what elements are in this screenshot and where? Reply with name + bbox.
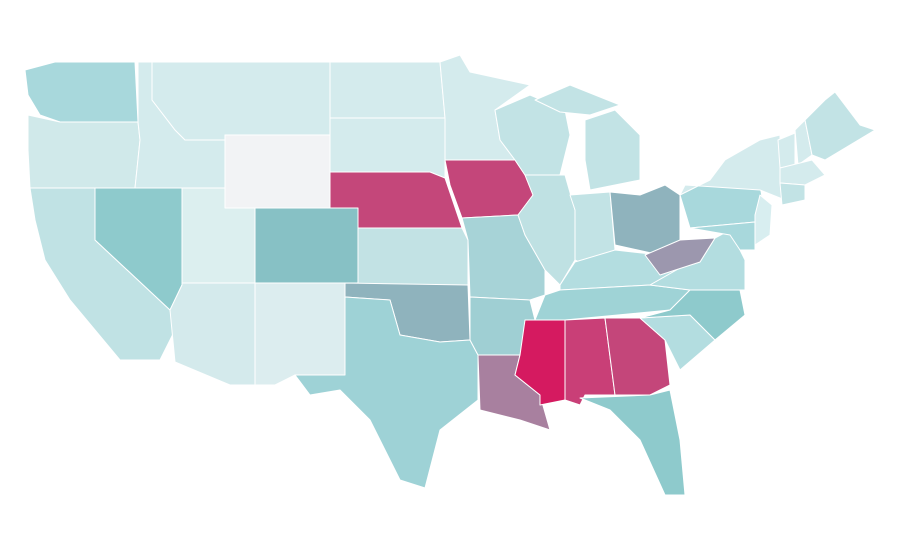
region [584, 109, 641, 191]
region [444, 159, 534, 219]
region [534, 84, 621, 116]
region [254, 207, 359, 284]
region [224, 134, 331, 209]
region [27, 114, 141, 189]
region [777, 132, 796, 169]
region [294, 296, 479, 489]
region [609, 184, 681, 256]
region [254, 282, 346, 386]
region [329, 61, 446, 119]
region [689, 221, 756, 251]
region [679, 184, 766, 229]
region [151, 61, 331, 141]
region [579, 389, 686, 496]
region [779, 159, 826, 186]
region [644, 237, 716, 276]
region [779, 182, 806, 206]
region [24, 61, 139, 123]
region [804, 91, 876, 161]
region [517, 174, 576, 286]
region [329, 117, 446, 179]
region [754, 194, 773, 246]
region [357, 227, 469, 286]
region [169, 282, 256, 386]
